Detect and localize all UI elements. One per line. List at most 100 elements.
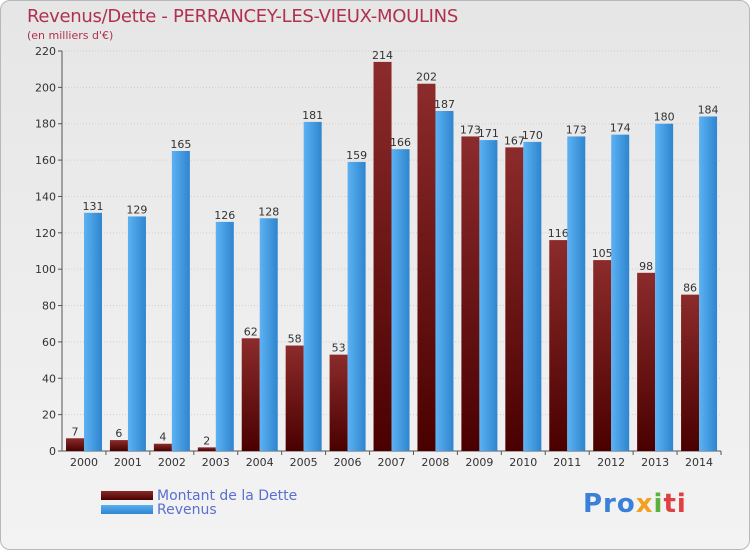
data-label-revenus: 174 bbox=[610, 122, 631, 135]
y-tick-label: 80 bbox=[42, 300, 56, 313]
data-label-revenus: 187 bbox=[434, 98, 455, 111]
x-tick-label: 2014 bbox=[685, 456, 713, 469]
legend-swatch-revenus bbox=[101, 505, 153, 514]
data-label-dette: 62 bbox=[244, 325, 258, 338]
y-tick-label: 100 bbox=[35, 263, 56, 276]
x-tick-label: 2011 bbox=[553, 456, 581, 469]
data-label-dette: 105 bbox=[592, 247, 613, 260]
data-label-dette: 116 bbox=[548, 227, 569, 240]
data-label-dette: 214 bbox=[372, 49, 393, 62]
data-label-revenus: 180 bbox=[654, 111, 675, 124]
proxiti-logo: Proxiti bbox=[583, 489, 687, 519]
data-label-dette: 2 bbox=[203, 434, 210, 447]
x-tick-label: 2002 bbox=[158, 456, 186, 469]
x-tick-label: 2001 bbox=[114, 456, 142, 469]
data-label-revenus: 159 bbox=[346, 149, 367, 162]
bar-dette bbox=[373, 61, 392, 452]
bar-dette bbox=[153, 443, 172, 451]
data-label-dette: 58 bbox=[288, 333, 302, 346]
legend-label-revenus: Revenus bbox=[157, 502, 217, 518]
bar-dette bbox=[637, 272, 656, 451]
bar-dette bbox=[285, 345, 304, 451]
bar-dette bbox=[417, 83, 436, 452]
chart-title: Revenus/Dette - PERRANCEY-LES-VIEUX-MOUL… bbox=[27, 6, 458, 27]
data-label-dette: 98 bbox=[639, 260, 653, 273]
data-label-revenus: 128 bbox=[258, 205, 279, 218]
bar-revenus bbox=[171, 151, 190, 451]
data-label-revenus: 184 bbox=[698, 103, 719, 116]
y-tick-label: 120 bbox=[35, 227, 56, 240]
data-label-dette: 4 bbox=[159, 431, 166, 444]
bar-dette bbox=[593, 260, 612, 451]
data-label-dette: 167 bbox=[504, 134, 525, 147]
y-tick-label: 200 bbox=[35, 81, 56, 94]
data-label-revenus: 181 bbox=[302, 109, 323, 122]
y-tick-label: 180 bbox=[35, 118, 56, 131]
bar-dette bbox=[109, 440, 128, 451]
bar-dette bbox=[461, 136, 480, 452]
data-label-revenus: 129 bbox=[126, 203, 147, 216]
bar-revenus bbox=[523, 141, 542, 451]
bar-dette bbox=[549, 240, 568, 451]
x-tick-label: 2005 bbox=[290, 456, 318, 469]
legend-label-dette: Montant de la Dette bbox=[157, 488, 298, 504]
bar-revenus bbox=[567, 136, 586, 452]
bar-dette bbox=[197, 447, 216, 451]
data-label-revenus: 170 bbox=[522, 129, 543, 142]
data-label-dette: 173 bbox=[460, 123, 481, 136]
bar-revenus bbox=[303, 121, 322, 451]
data-label-revenus: 126 bbox=[214, 209, 235, 222]
bar-revenus bbox=[391, 149, 410, 451]
bar-revenus bbox=[479, 140, 498, 451]
x-tick-label: 2010 bbox=[509, 456, 537, 469]
data-label-dette: 7 bbox=[72, 425, 79, 438]
bar-revenus bbox=[127, 216, 146, 451]
logo-part: x bbox=[635, 489, 654, 519]
bar-dette bbox=[241, 338, 260, 451]
y-tick-label: 20 bbox=[42, 409, 56, 422]
x-tick-label: 2007 bbox=[378, 456, 406, 469]
data-label-dette: 6 bbox=[115, 427, 122, 440]
x-tick-label: 2000 bbox=[70, 456, 98, 469]
data-label-dette: 202 bbox=[416, 71, 437, 84]
y-tick-label: 40 bbox=[42, 372, 56, 385]
y-tick-label: 140 bbox=[35, 190, 56, 203]
logo-part: Pro bbox=[583, 489, 636, 519]
data-label-revenus: 131 bbox=[83, 200, 104, 213]
data-label-dette: 86 bbox=[683, 282, 697, 295]
x-tick-label: 2013 bbox=[641, 456, 669, 469]
bar-dette bbox=[66, 438, 84, 451]
x-tick-label: 2009 bbox=[465, 456, 493, 469]
x-tick-label: 2012 bbox=[597, 456, 625, 469]
logo-part: i bbox=[653, 489, 664, 519]
x-tick-label: 2004 bbox=[246, 456, 274, 469]
legend-swatch-dette bbox=[101, 491, 153, 500]
bar-revenus bbox=[699, 116, 718, 452]
bar-dette bbox=[329, 354, 348, 451]
bar-revenus bbox=[84, 212, 102, 451]
logo-part: ti bbox=[663, 489, 687, 519]
bar-revenus bbox=[435, 111, 454, 451]
x-tick-label: 2006 bbox=[334, 456, 362, 469]
bar-revenus bbox=[611, 134, 630, 452]
chart-subtitle: (en milliers d'€) bbox=[27, 29, 114, 42]
bar-dette bbox=[505, 147, 524, 451]
x-tick-label: 2008 bbox=[421, 456, 449, 469]
data-label-revenus: 173 bbox=[566, 123, 587, 136]
bar-revenus bbox=[259, 218, 278, 451]
bar-dette bbox=[681, 294, 700, 451]
x-tick-label: 2003 bbox=[202, 456, 230, 469]
y-tick-label: 220 bbox=[35, 45, 56, 58]
data-label-revenus: 166 bbox=[390, 136, 411, 149]
bar-revenus bbox=[655, 123, 674, 452]
data-label-revenus: 171 bbox=[478, 127, 499, 140]
y-tick-label: 60 bbox=[42, 336, 56, 349]
bar-revenus bbox=[215, 221, 234, 451]
y-tick-label: 160 bbox=[35, 154, 56, 167]
data-label-dette: 53 bbox=[332, 342, 346, 355]
data-label-revenus: 165 bbox=[170, 138, 191, 151]
bar-revenus bbox=[347, 161, 366, 451]
y-tick-label: 0 bbox=[49, 445, 56, 458]
